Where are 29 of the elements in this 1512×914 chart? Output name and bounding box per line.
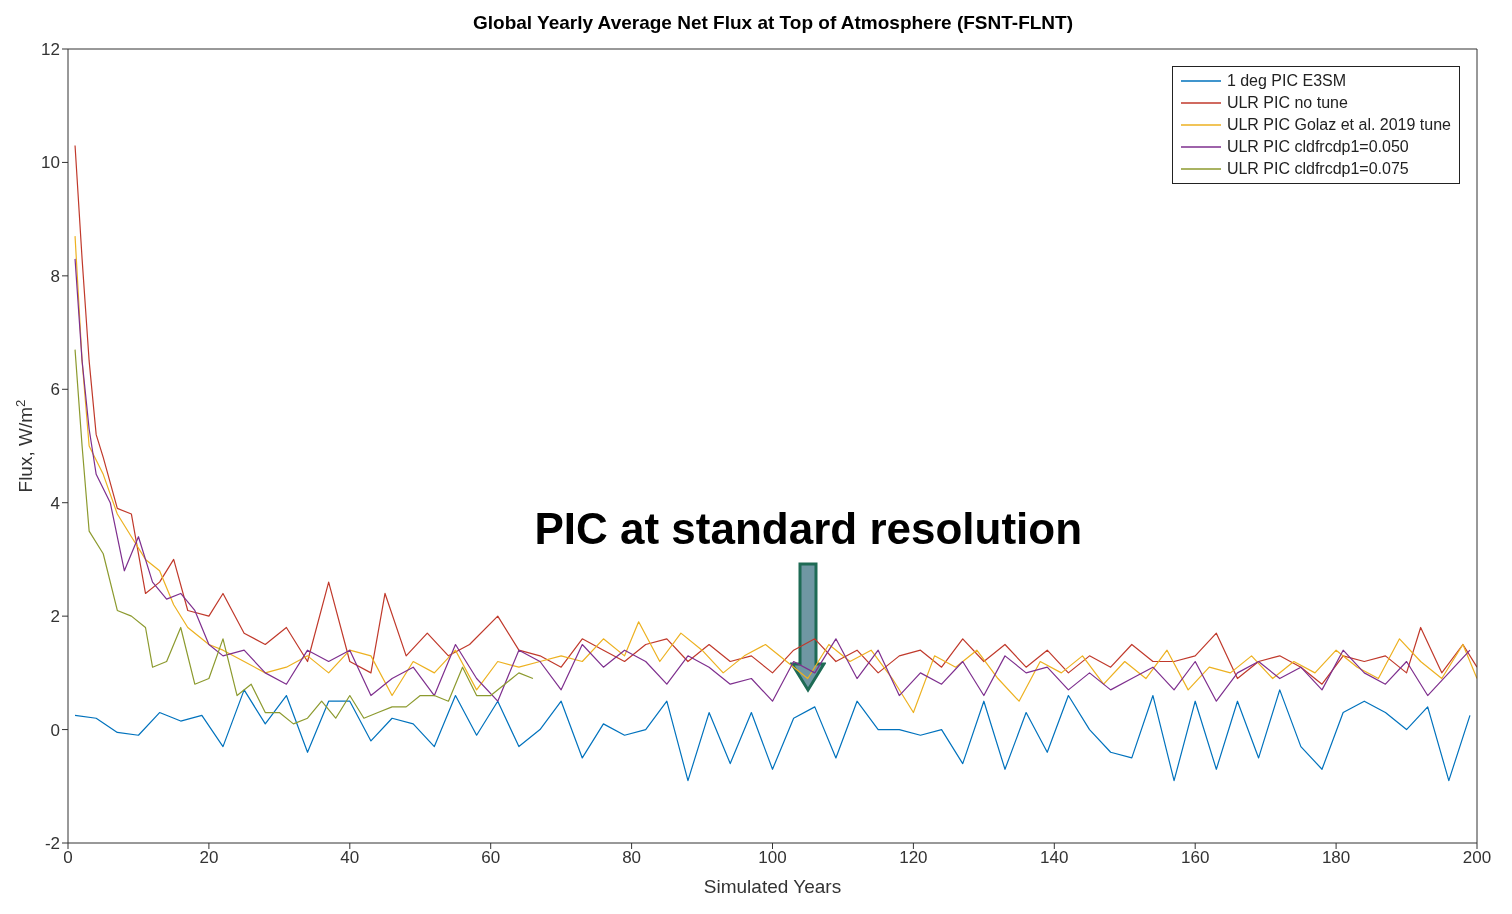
x-tick-label: 180 bbox=[1321, 848, 1351, 868]
y-tick-label: 4 bbox=[50, 493, 60, 513]
legend-label: 1 deg PIC E3SM bbox=[1226, 71, 1347, 91]
x-tick-label: 120 bbox=[899, 848, 928, 868]
y-tick-label: -2 bbox=[44, 834, 60, 854]
x-tick-label: 40 bbox=[340, 848, 360, 868]
x-tick-label: 140 bbox=[1040, 848, 1069, 868]
y-tick-label: 6 bbox=[50, 380, 60, 400]
x-tick-label: 200 bbox=[1462, 848, 1492, 868]
x-tick-label: 160 bbox=[1181, 848, 1210, 868]
x-axis-title: Simulated Years bbox=[703, 876, 842, 897]
x-tick-label: 0 bbox=[63, 848, 73, 868]
y-tick-label: 0 bbox=[50, 720, 60, 740]
legend-label: ULR PIC Golaz et al. 2019 tune bbox=[1226, 115, 1451, 135]
annotation: PIC at standard resolution bbox=[533, 503, 1084, 554]
legend-label: ULR PIC no tune bbox=[1226, 93, 1348, 113]
legend-label: ULR PIC cldfrcdp1=0.050 bbox=[1226, 137, 1409, 157]
y-tick-label: 8 bbox=[50, 266, 60, 286]
x-tick-label: 100 bbox=[758, 848, 787, 868]
y-tick-label: 2 bbox=[50, 607, 60, 627]
x-tick-label: 20 bbox=[199, 848, 219, 868]
y-tick-label: 10 bbox=[41, 153, 60, 173]
legend-label: ULR PIC cldfrcdp1=0.075 bbox=[1226, 159, 1409, 179]
y-tick-label: 12 bbox=[41, 40, 60, 60]
line-series bbox=[74, 348, 534, 725]
line-series bbox=[74, 689, 1471, 782]
x-tick-label: 80 bbox=[622, 848, 642, 868]
chart-title: Global Yearly Average Net Flux at Top of Atmosphere (FSNT-FLNT) bbox=[472, 12, 1074, 34]
x-tick-label: 60 bbox=[481, 848, 501, 868]
